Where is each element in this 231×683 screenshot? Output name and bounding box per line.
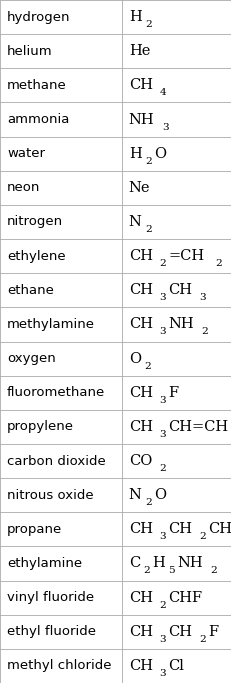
Text: CH: CH bbox=[128, 591, 152, 604]
Text: water: water bbox=[7, 147, 45, 161]
Text: 3: 3 bbox=[159, 293, 166, 303]
Text: 2: 2 bbox=[214, 259, 221, 268]
Text: CH: CH bbox=[128, 386, 152, 400]
Text: 3: 3 bbox=[159, 669, 166, 678]
Text: 3: 3 bbox=[161, 122, 168, 132]
Text: C: C bbox=[128, 557, 139, 570]
Text: CH: CH bbox=[128, 659, 152, 673]
Text: CH: CH bbox=[167, 522, 191, 536]
Text: methane: methane bbox=[7, 79, 67, 92]
Text: CH: CH bbox=[128, 79, 152, 92]
Text: nitrogen: nitrogen bbox=[7, 215, 63, 229]
Text: NH: NH bbox=[128, 113, 154, 126]
Text: 3: 3 bbox=[159, 532, 166, 542]
Text: vinyl fluoride: vinyl fluoride bbox=[7, 591, 94, 604]
Text: NH: NH bbox=[176, 557, 202, 570]
Text: 2: 2 bbox=[209, 566, 216, 576]
Text: oxygen: oxygen bbox=[7, 352, 55, 365]
Text: CH: CH bbox=[167, 625, 191, 639]
Text: He: He bbox=[128, 44, 149, 58]
Text: 2: 2 bbox=[198, 635, 205, 644]
Text: 3: 3 bbox=[159, 395, 166, 405]
Text: Ne: Ne bbox=[128, 181, 150, 195]
Text: NH: NH bbox=[167, 318, 193, 331]
Text: Cl: Cl bbox=[167, 659, 183, 673]
Text: H: H bbox=[151, 557, 164, 570]
Text: 3: 3 bbox=[159, 327, 166, 337]
Text: 4: 4 bbox=[159, 88, 166, 98]
Text: fluoromethane: fluoromethane bbox=[7, 386, 105, 400]
Text: 2: 2 bbox=[198, 532, 205, 542]
Text: methylamine: methylamine bbox=[7, 318, 94, 331]
Text: helium: helium bbox=[7, 44, 52, 58]
Text: CH: CH bbox=[128, 283, 152, 297]
Text: O: O bbox=[153, 488, 165, 502]
Text: 3: 3 bbox=[198, 293, 205, 303]
Text: CH: CH bbox=[128, 625, 152, 639]
Text: 2: 2 bbox=[145, 20, 151, 29]
Text: ethylamine: ethylamine bbox=[7, 557, 82, 570]
Text: 2: 2 bbox=[145, 225, 152, 234]
Text: 2: 2 bbox=[159, 259, 166, 268]
Text: CH=CH: CH=CH bbox=[167, 420, 227, 434]
Text: propane: propane bbox=[7, 522, 62, 536]
Text: CH: CH bbox=[128, 249, 152, 263]
Text: ethyl fluoride: ethyl fluoride bbox=[7, 625, 96, 639]
Text: =CH: =CH bbox=[168, 249, 204, 263]
Text: 5: 5 bbox=[168, 566, 174, 576]
Text: H: H bbox=[128, 10, 141, 24]
Text: ethylene: ethylene bbox=[7, 249, 65, 263]
Text: CH: CH bbox=[167, 283, 191, 297]
Text: O: O bbox=[153, 147, 165, 161]
Text: ethane: ethane bbox=[7, 283, 54, 297]
Text: H: H bbox=[128, 147, 141, 161]
Text: 2: 2 bbox=[201, 327, 207, 337]
Text: CH: CH bbox=[128, 420, 152, 434]
Text: F: F bbox=[167, 386, 178, 400]
Text: propylene: propylene bbox=[7, 420, 74, 434]
Text: 2: 2 bbox=[158, 464, 165, 473]
Text: nitrous oxide: nitrous oxide bbox=[7, 488, 93, 502]
Text: 2: 2 bbox=[145, 156, 151, 166]
Text: F: F bbox=[207, 625, 217, 639]
Text: carbon dioxide: carbon dioxide bbox=[7, 454, 105, 468]
Text: CHF: CHF bbox=[168, 591, 202, 604]
Text: 2: 2 bbox=[159, 600, 166, 610]
Text: hydrogen: hydrogen bbox=[7, 10, 70, 24]
Text: N: N bbox=[128, 215, 141, 229]
Text: 2: 2 bbox=[145, 498, 152, 507]
Text: 2: 2 bbox=[144, 361, 151, 371]
Text: N: N bbox=[128, 488, 141, 502]
Text: CH: CH bbox=[128, 522, 152, 536]
Text: CH: CH bbox=[128, 318, 152, 331]
Text: neon: neon bbox=[7, 181, 40, 195]
Text: 2: 2 bbox=[143, 566, 149, 576]
Text: CH: CH bbox=[207, 522, 231, 536]
Text: CO: CO bbox=[128, 454, 152, 468]
Text: 3: 3 bbox=[159, 430, 166, 439]
Text: ammonia: ammonia bbox=[7, 113, 69, 126]
Text: methyl chloride: methyl chloride bbox=[7, 659, 111, 673]
Text: 3: 3 bbox=[159, 635, 166, 644]
Text: O: O bbox=[128, 352, 140, 365]
